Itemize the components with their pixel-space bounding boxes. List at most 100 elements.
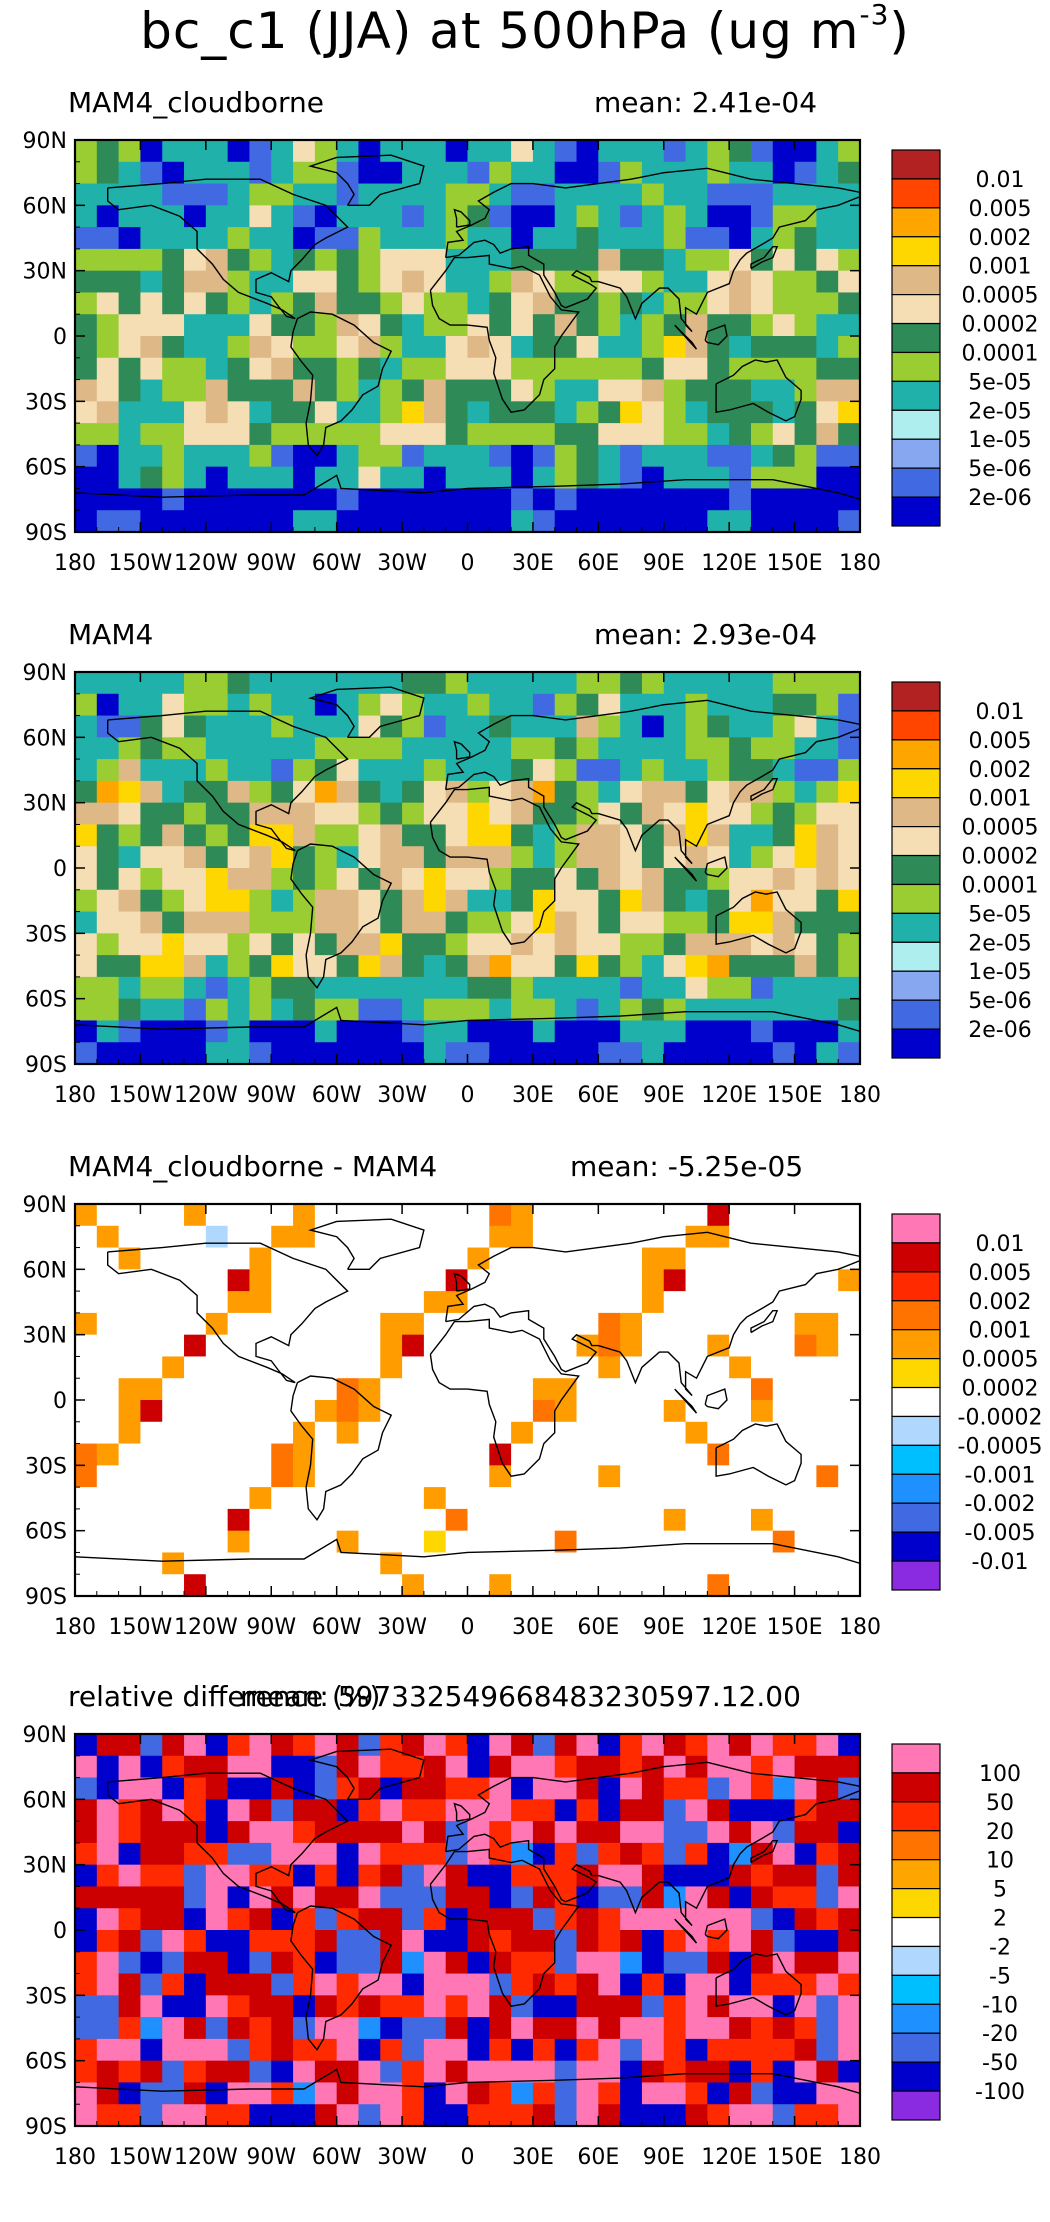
colorbar-label: 0.002 bbox=[969, 226, 1032, 251]
lat-tick-label: 60N bbox=[23, 726, 67, 751]
lat-tick-label: 30N bbox=[23, 260, 67, 285]
lon-tick-label: 90E bbox=[643, 1083, 685, 1108]
colorbar-swatch bbox=[891, 883, 941, 914]
coastlines bbox=[75, 686, 860, 1032]
lon-tick-label: 150E bbox=[767, 1083, 823, 1108]
colorbar-swatch bbox=[891, 1916, 941, 1948]
panel-title: MAM4_cloudborne bbox=[68, 86, 325, 119]
lat-tick-label: 90S bbox=[25, 1585, 67, 1610]
colorbar-label: -50 bbox=[982, 2051, 1018, 2076]
lon-tick-label: 120W bbox=[174, 1083, 238, 1108]
lon-tick-label: 120W bbox=[174, 1615, 238, 1640]
figure-title: bc_c1 (JJA) at 500hPa (ug m-3) bbox=[140, 0, 910, 60]
colorbar-swatch bbox=[891, 178, 941, 209]
coastlines bbox=[75, 1748, 860, 2094]
lat-tick-label: 30S bbox=[25, 1984, 67, 2009]
colorbar-swatch bbox=[891, 1329, 941, 1360]
colorbar-swatch bbox=[891, 710, 941, 741]
lon-tick-label: 120E bbox=[701, 1083, 757, 1108]
colorbar-swatch bbox=[891, 1358, 941, 1389]
colorbar-label: -100 bbox=[975, 2080, 1025, 2105]
colorbar-swatch bbox=[891, 1859, 941, 1890]
lon-tick-label: 150E bbox=[767, 2145, 823, 2170]
colorbar-label: 1e-05 bbox=[968, 960, 1031, 985]
field-shading bbox=[75, 1204, 860, 1596]
colorbar-label: 0.0002 bbox=[962, 313, 1039, 338]
colorbar-label: 2e-05 bbox=[968, 931, 1031, 956]
colorbar-label: -0.01 bbox=[972, 1550, 1029, 1575]
lon-tick-label: 60E bbox=[577, 2145, 619, 2170]
lat-tick-label: 30N bbox=[23, 1854, 67, 1879]
lon-tick-label: 150W bbox=[109, 1615, 173, 1640]
colorbar-label: 2 bbox=[993, 1907, 1007, 1932]
lon-tick-label: 150E bbox=[767, 1615, 823, 1640]
lat-tick-label: 60N bbox=[23, 194, 67, 219]
lon-tick-label: 90W bbox=[246, 1083, 296, 1108]
colorbar-label: -20 bbox=[982, 2022, 1018, 2047]
lon-tick-label: 150W bbox=[109, 551, 173, 576]
colorbar-label: -0.005 bbox=[965, 1521, 1036, 1546]
lon-tick-label: 180 bbox=[54, 2145, 96, 2170]
lat-tick-label: 90S bbox=[25, 521, 67, 546]
lon-tick-label: 30E bbox=[512, 2145, 554, 2170]
colorbar-label: 100 bbox=[979, 1762, 1021, 1787]
lon-tick-label: 90E bbox=[643, 1615, 685, 1640]
colorbar-swatch bbox=[891, 2090, 941, 2121]
lon-tick-label: 0 bbox=[461, 1083, 475, 1108]
colorbar-swatch bbox=[891, 999, 941, 1030]
lon-tick-label: 0 bbox=[461, 2145, 475, 2170]
lat-tick-label: 60S bbox=[25, 988, 67, 1013]
lat-tick-label: 60N bbox=[23, 1788, 67, 1813]
colorbar-swatch bbox=[891, 2003, 941, 2034]
colorbar-swatch bbox=[891, 1560, 941, 1591]
colorbar-label: 0.005 bbox=[969, 1261, 1032, 1286]
colorbar-label: 0.0005 bbox=[962, 816, 1039, 841]
colorbar-label: 0.0005 bbox=[962, 284, 1039, 309]
lon-tick-label: 0 bbox=[461, 551, 475, 576]
colorbar-swatch bbox=[891, 207, 941, 238]
lon-tick-label: 60E bbox=[577, 1615, 619, 1640]
colorbar-label: 5e-06 bbox=[968, 989, 1031, 1014]
colorbar-swatch bbox=[891, 1415, 941, 1446]
lon-tick-label: 180 bbox=[54, 551, 96, 576]
lat-tick-label: 0 bbox=[53, 857, 67, 882]
colorbar-swatch bbox=[891, 1772, 941, 1803]
lat-tick-label: 90S bbox=[25, 2115, 67, 2140]
coastlines bbox=[75, 1218, 860, 1564]
lon-tick-label: 180 bbox=[54, 1615, 96, 1640]
colorbar-swatch bbox=[891, 1531, 941, 1562]
lat-tick-label: 30S bbox=[25, 1454, 67, 1479]
colorbar-swatch bbox=[891, 2061, 941, 2092]
panel-difference: MAM4_cloudborne - MAM4 mean: -5.25e-05 1… bbox=[0, 1150, 1050, 1692]
colorbar-swatch bbox=[891, 236, 941, 267]
colorbar: 0.01 0.005 0.002 0.001 0.0005 0.0002 0.0001 5e-… bbox=[891, 149, 1039, 527]
colorbar-swatch bbox=[891, 2032, 941, 2063]
lon-tick-label: 180 bbox=[839, 551, 881, 576]
colorbar-label: 2e-06 bbox=[968, 486, 1031, 511]
lat-tick-label: 30S bbox=[25, 390, 67, 415]
colorbar-swatch bbox=[891, 854, 941, 886]
colorbar-swatch bbox=[891, 1974, 941, 2005]
colorbar-label: 0.0002 bbox=[962, 1377, 1039, 1402]
lon-tick-label: 60E bbox=[577, 551, 619, 576]
lon-tick-label: 150W bbox=[109, 2145, 173, 2170]
lon-tick-label: 90W bbox=[246, 2145, 296, 2170]
field-shading bbox=[75, 672, 860, 1064]
colorbar-label: -2 bbox=[989, 1935, 1011, 1960]
colorbar-swatch bbox=[891, 294, 941, 325]
colorbar-label: 0.002 bbox=[969, 758, 1032, 783]
colorbar-label: 0.0001 bbox=[962, 873, 1039, 898]
colorbar: 0.01 0.005 0.002 0.001 0.0005 0.0002 -0.0002 -0… bbox=[891, 1213, 1042, 1591]
colorbar: 100 50 20 10 5 2 -2 -5 -10 -20 -50 -100 bbox=[891, 1743, 1025, 2121]
lon-tick-label: 180 bbox=[839, 1083, 881, 1108]
colorbar-label: 0.01 bbox=[976, 1232, 1025, 1257]
lon-tick-label: 30W bbox=[377, 1083, 427, 1108]
field-shading bbox=[75, 1734, 860, 2126]
lat-tick-label: 30S bbox=[25, 922, 67, 947]
colorbar-label: 0.001 bbox=[969, 787, 1032, 812]
colorbar-label: 5e-06 bbox=[968, 457, 1031, 482]
colorbar-swatch bbox=[891, 1830, 941, 1861]
map-plot: 180 150W 120W 90W 60W 30W 0 30E 60E 90E 120E 150E 18… bbox=[23, 1193, 1043, 1640]
lat-tick-label: 90S bbox=[25, 1053, 67, 1078]
colorbar-swatch bbox=[891, 438, 941, 469]
